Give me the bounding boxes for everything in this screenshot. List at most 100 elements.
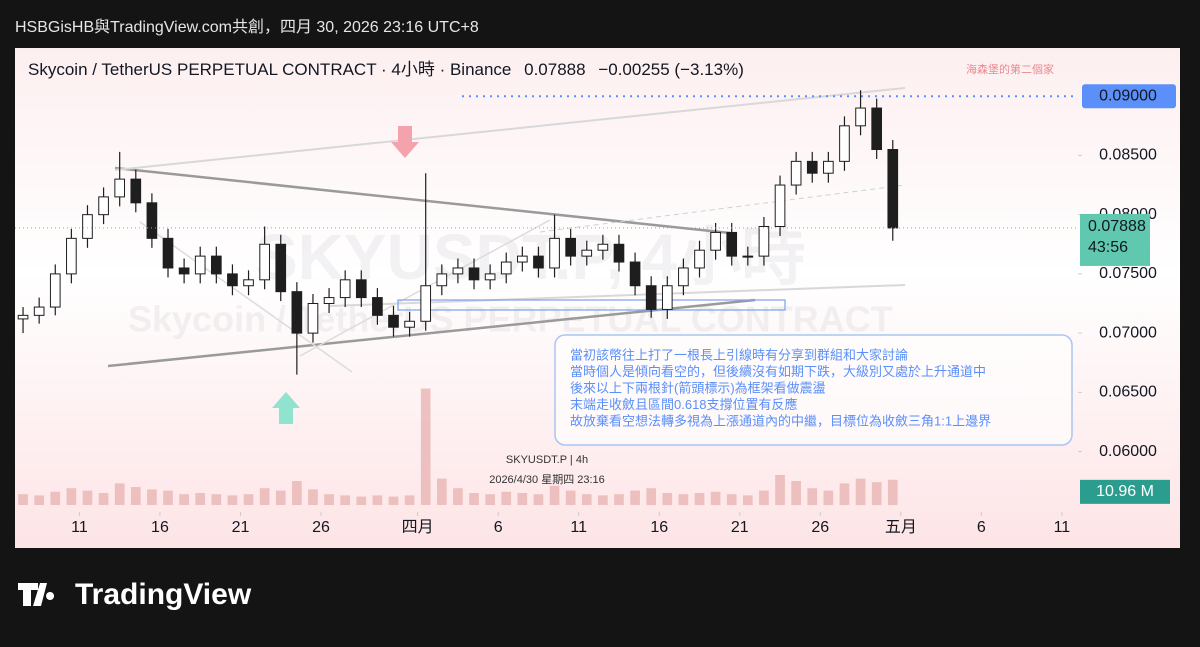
candle-body: [549, 237, 560, 269]
x-tick-label: 16: [650, 519, 668, 536]
level-label: 0.09000: [1099, 87, 1157, 104]
volume-bar: [855, 478, 866, 505]
volume-bar: [50, 491, 61, 505]
candle-body: [517, 255, 528, 263]
candle-body: [661, 285, 673, 310]
candle-body: [500, 261, 512, 275]
volume-bar: [662, 493, 673, 505]
candle-body: [178, 267, 190, 275]
candle-body: [742, 255, 754, 258]
header: HSBGisHB與TradingView.com共創，四月 30, 2026 2…: [15, 18, 479, 36]
volume-bar: [887, 479, 898, 505]
candle-body: [194, 255, 206, 275]
candle-body: [146, 202, 158, 239]
volume-bar: [581, 494, 592, 505]
x-tick-label: 6: [494, 519, 503, 536]
candle-body: [243, 279, 254, 287]
volume-bar: [436, 478, 447, 505]
volume-bar: [114, 483, 125, 505]
volume-bar: [227, 495, 238, 505]
volume-bar: [18, 494, 28, 505]
volume-bar: [195, 493, 206, 505]
volume-bar: [549, 485, 560, 505]
candle-body: [694, 249, 705, 269]
date-label: 2026/4/30 星期四 23:16: [489, 473, 605, 486]
candle-body: [17, 314, 29, 320]
volume-bar: [372, 495, 383, 505]
volume-bar: [823, 490, 834, 505]
volume-bar: [742, 495, 753, 505]
corner-note: 海森堡的第二個家: [966, 62, 1054, 76]
volume-bar: [259, 488, 270, 505]
footer-brand: TradingView: [75, 578, 252, 611]
candle-body: [823, 160, 834, 174]
volume-label: 10.96 M: [1096, 483, 1154, 500]
candle-body: [307, 303, 319, 334]
candle-body: [98, 196, 109, 216]
last-price-label: 0.07888: [1088, 218, 1146, 235]
y-tick-label: 0.07500: [1099, 265, 1157, 282]
candle-body: [710, 231, 721, 251]
volume-bar: [66, 488, 77, 505]
volume-bar: [533, 494, 544, 505]
annotation-line: 故放棄看空想法轉多視為上漲通道內的中繼，目標位為收斂三角1:1上邊界: [570, 413, 991, 428]
candle-body: [114, 178, 126, 198]
volume-bar: [453, 488, 463, 505]
candle-body: [774, 184, 786, 228]
candle-body: [758, 226, 770, 257]
volume-bar: [791, 481, 801, 505]
candle-body: [49, 273, 61, 308]
arrow-down: [391, 126, 419, 158]
volume-bar: [485, 494, 495, 505]
candle-body: [227, 273, 238, 287]
x-tick-label: 21: [731, 519, 749, 536]
candle-body: [678, 267, 689, 287]
volume-bar: [469, 493, 479, 505]
last-price: 0.07888: [524, 60, 585, 79]
candle-body: [404, 320, 415, 328]
annotation-box: [554, 334, 1073, 446]
countdown: 43:56: [1088, 239, 1128, 256]
candle-body: [645, 285, 657, 310]
volume-bar: [98, 493, 109, 505]
y-tick-label: 0.07000: [1099, 324, 1157, 341]
candle-body: [887, 149, 899, 229]
volume-bar: [404, 495, 415, 505]
volume-bar: [565, 490, 576, 505]
volume-bar: [710, 491, 721, 505]
candle-body: [565, 237, 576, 257]
volume-bar: [324, 494, 334, 505]
candle-body: [533, 255, 544, 269]
volume-bar: [630, 490, 640, 505]
annotation-line: 當初該幣往上打了一根長上引線時有分享到群組和大家討論: [570, 347, 908, 362]
annotation-line: 當時個人是傾向看空的，但後續沒有如期下跌，大級別又處於上升通道中: [570, 364, 986, 379]
drawings: [107, 87, 906, 373]
volume-bar: [130, 487, 141, 505]
volume-bar: [308, 489, 318, 505]
volume-bar: [292, 481, 302, 505]
volume-bar: [807, 488, 818, 505]
volume-bar: [243, 494, 254, 505]
candle-body: [372, 297, 383, 316]
candle-body: [82, 214, 93, 239]
candle-body: [484, 273, 496, 281]
volume-bar: [871, 482, 882, 505]
x-tick-label: 11: [71, 519, 88, 536]
candle-body: [597, 243, 609, 251]
annotation-line: 末端走收斂且區間0.618支撐位置有反應: [570, 397, 798, 412]
x-tick-label: 11: [570, 519, 587, 536]
candle-body: [790, 160, 802, 186]
volume-bar: [646, 488, 657, 505]
candle-body: [806, 160, 818, 174]
x-tick-label: 五月: [885, 519, 917, 536]
volume-bar: [775, 475, 785, 505]
last-price-box: [1080, 213, 1150, 266]
volume-bar: [839, 483, 850, 505]
candle-body: [726, 231, 738, 257]
volume-bar: [340, 495, 351, 505]
y-tick-label: 0.08500: [1099, 147, 1157, 164]
volume-bar: [598, 495, 608, 505]
change: −0.00255 (−3.13%): [598, 60, 744, 79]
candle-body: [339, 279, 351, 299]
